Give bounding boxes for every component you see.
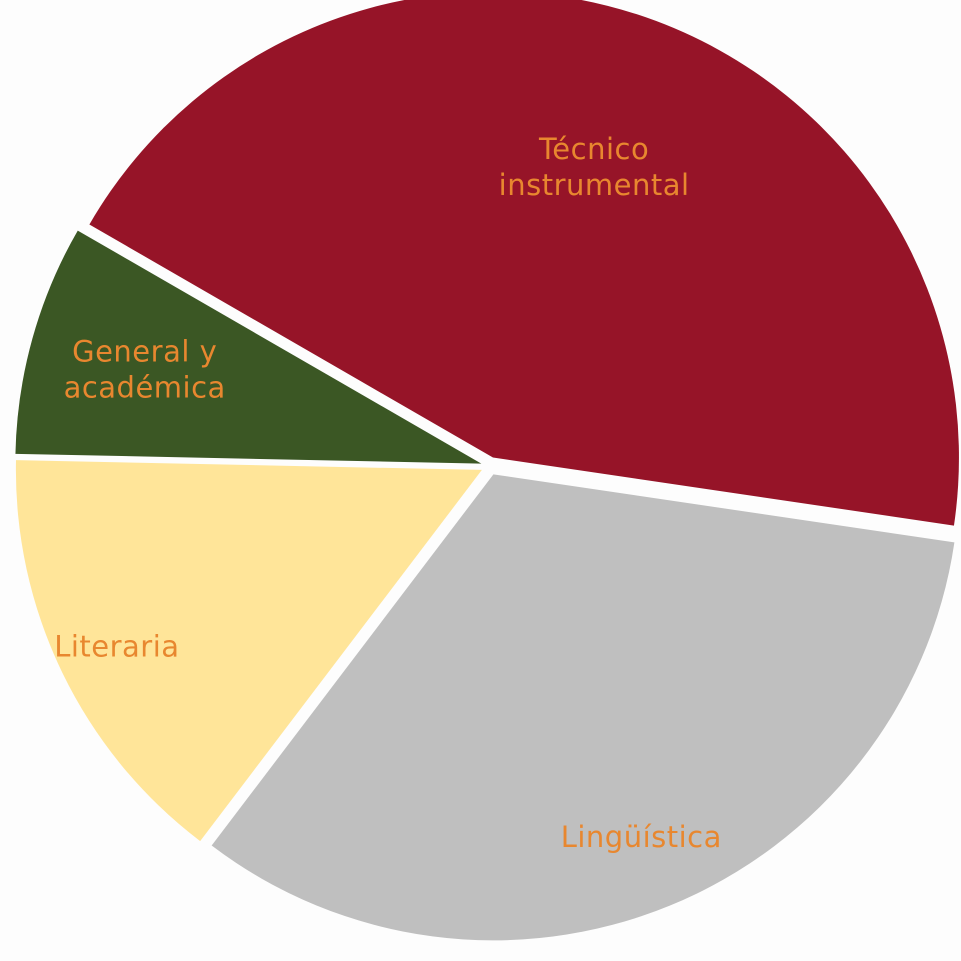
slice-label-literaria: Literaria (54, 629, 179, 663)
slice-label-linguistica: Lingüística (561, 820, 722, 854)
